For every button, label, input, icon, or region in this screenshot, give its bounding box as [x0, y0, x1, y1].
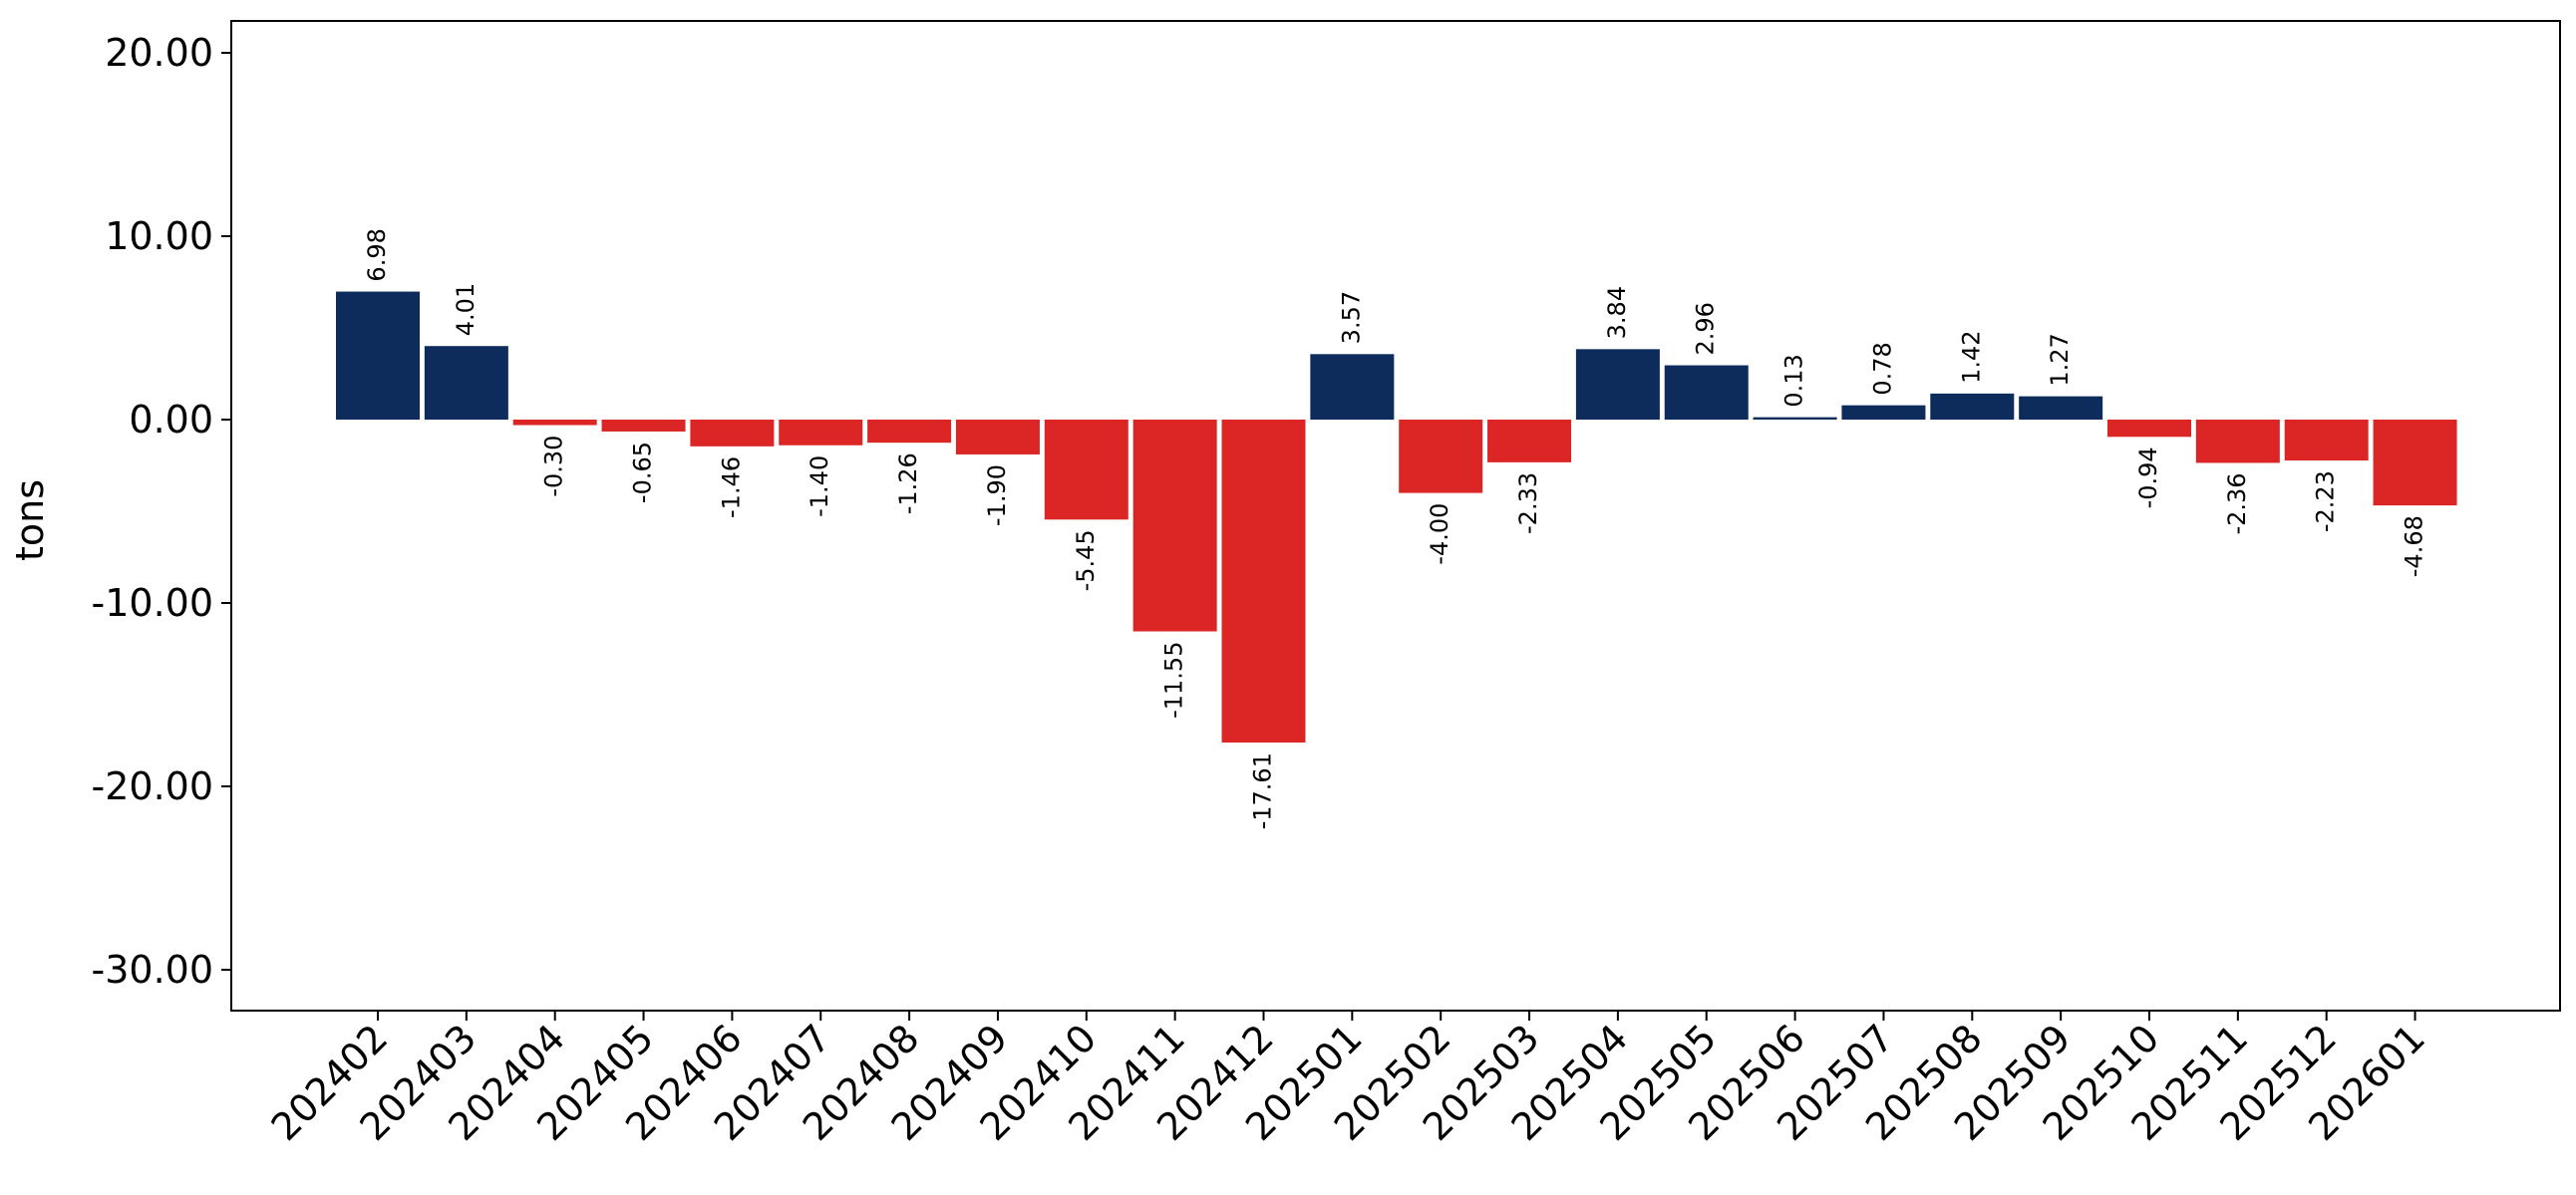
bar-202406 [690, 420, 775, 447]
bar-202509 [2019, 396, 2103, 420]
bar-202412 [1221, 420, 1306, 744]
data-label-202406: -1.46 [717, 456, 745, 518]
data-label-202510: -0.94 [2134, 447, 2162, 508]
bar-202408 [867, 420, 952, 444]
data-label-202404: -0.30 [540, 436, 568, 497]
bar-202407 [779, 420, 863, 446]
y-axis-label: tons [8, 479, 52, 561]
data-label-202601: -4.68 [2401, 515, 2428, 577]
data-label-202403: 4.01 [452, 283, 480, 336]
bar-202510 [2107, 420, 2191, 438]
bar-202505 [1664, 365, 1749, 420]
data-label-202508: 1.42 [1957, 330, 1985, 383]
data-label-202405: -0.65 [629, 442, 657, 503]
data-label-202501: 3.57 [1337, 291, 1365, 344]
bar-202404 [512, 420, 597, 426]
data-label-202402: 6.98 [363, 228, 391, 281]
bar-202411 [1132, 420, 1217, 632]
data-label-202504: 3.84 [1603, 286, 1631, 339]
data-label-202506: 0.13 [1780, 354, 1808, 407]
bars-group [336, 291, 2457, 744]
bar-202410 [1044, 420, 1128, 520]
bar-202501 [1310, 354, 1395, 420]
data-label-202505: 2.96 [1692, 302, 1720, 355]
bar-202403 [424, 346, 508, 420]
bar-202402 [336, 291, 420, 420]
bar-202511 [2195, 420, 2280, 463]
bar-202508 [1930, 393, 2015, 420]
bar-202601 [2373, 420, 2457, 506]
data-label-202411: -11.55 [1160, 642, 1188, 719]
bar-202512 [2284, 420, 2369, 461]
y-tick-label: 10.00 [105, 214, 213, 258]
plot-area [230, 20, 2561, 1012]
y-tick-label: 20.00 [105, 31, 213, 75]
data-label-202509: 1.27 [2046, 333, 2074, 386]
data-label-202507: 0.78 [1868, 342, 1896, 395]
data-label-202412: -17.61 [1249, 752, 1277, 829]
data-label-202408: -1.26 [894, 452, 922, 514]
y-axis: 20.00 10.00 0.00 -10.00 -20.00 -30.00 [92, 31, 231, 992]
bar-202502 [1399, 420, 1483, 493]
y-tick-label: 0.00 [129, 398, 213, 442]
bar-202506 [1753, 417, 1837, 420]
bar-202507 [1841, 405, 1926, 420]
bar-202503 [1487, 420, 1572, 462]
data-label-202407: -1.40 [805, 455, 833, 517]
data-label-202410: -5.45 [1072, 529, 1100, 591]
bar-202409 [955, 420, 1040, 454]
data-label-202503: -2.33 [1514, 472, 1542, 534]
y-tick-label: -20.00 [92, 764, 214, 808]
plot-frame [230, 20, 2561, 1012]
data-labels-group: 6.98 4.01 -0.30 -0.65 -1.46 -1.40 -1.26 -1.90 -5… [363, 228, 2428, 829]
data-label-202409: -1.90 [983, 464, 1011, 526]
y-tick-label: -30.00 [92, 948, 214, 992]
data-label-202502: -4.00 [1426, 503, 1453, 565]
y-tick-label: -10.00 [92, 581, 214, 625]
bar-202405 [601, 420, 686, 432]
data-label-202511: -2.36 [2223, 472, 2251, 534]
bar-202504 [1575, 349, 1660, 420]
data-label-202512: -2.23 [2312, 470, 2340, 532]
x-axis: 2024022024032024042024052024062024072024… [263, 1011, 2433, 1149]
